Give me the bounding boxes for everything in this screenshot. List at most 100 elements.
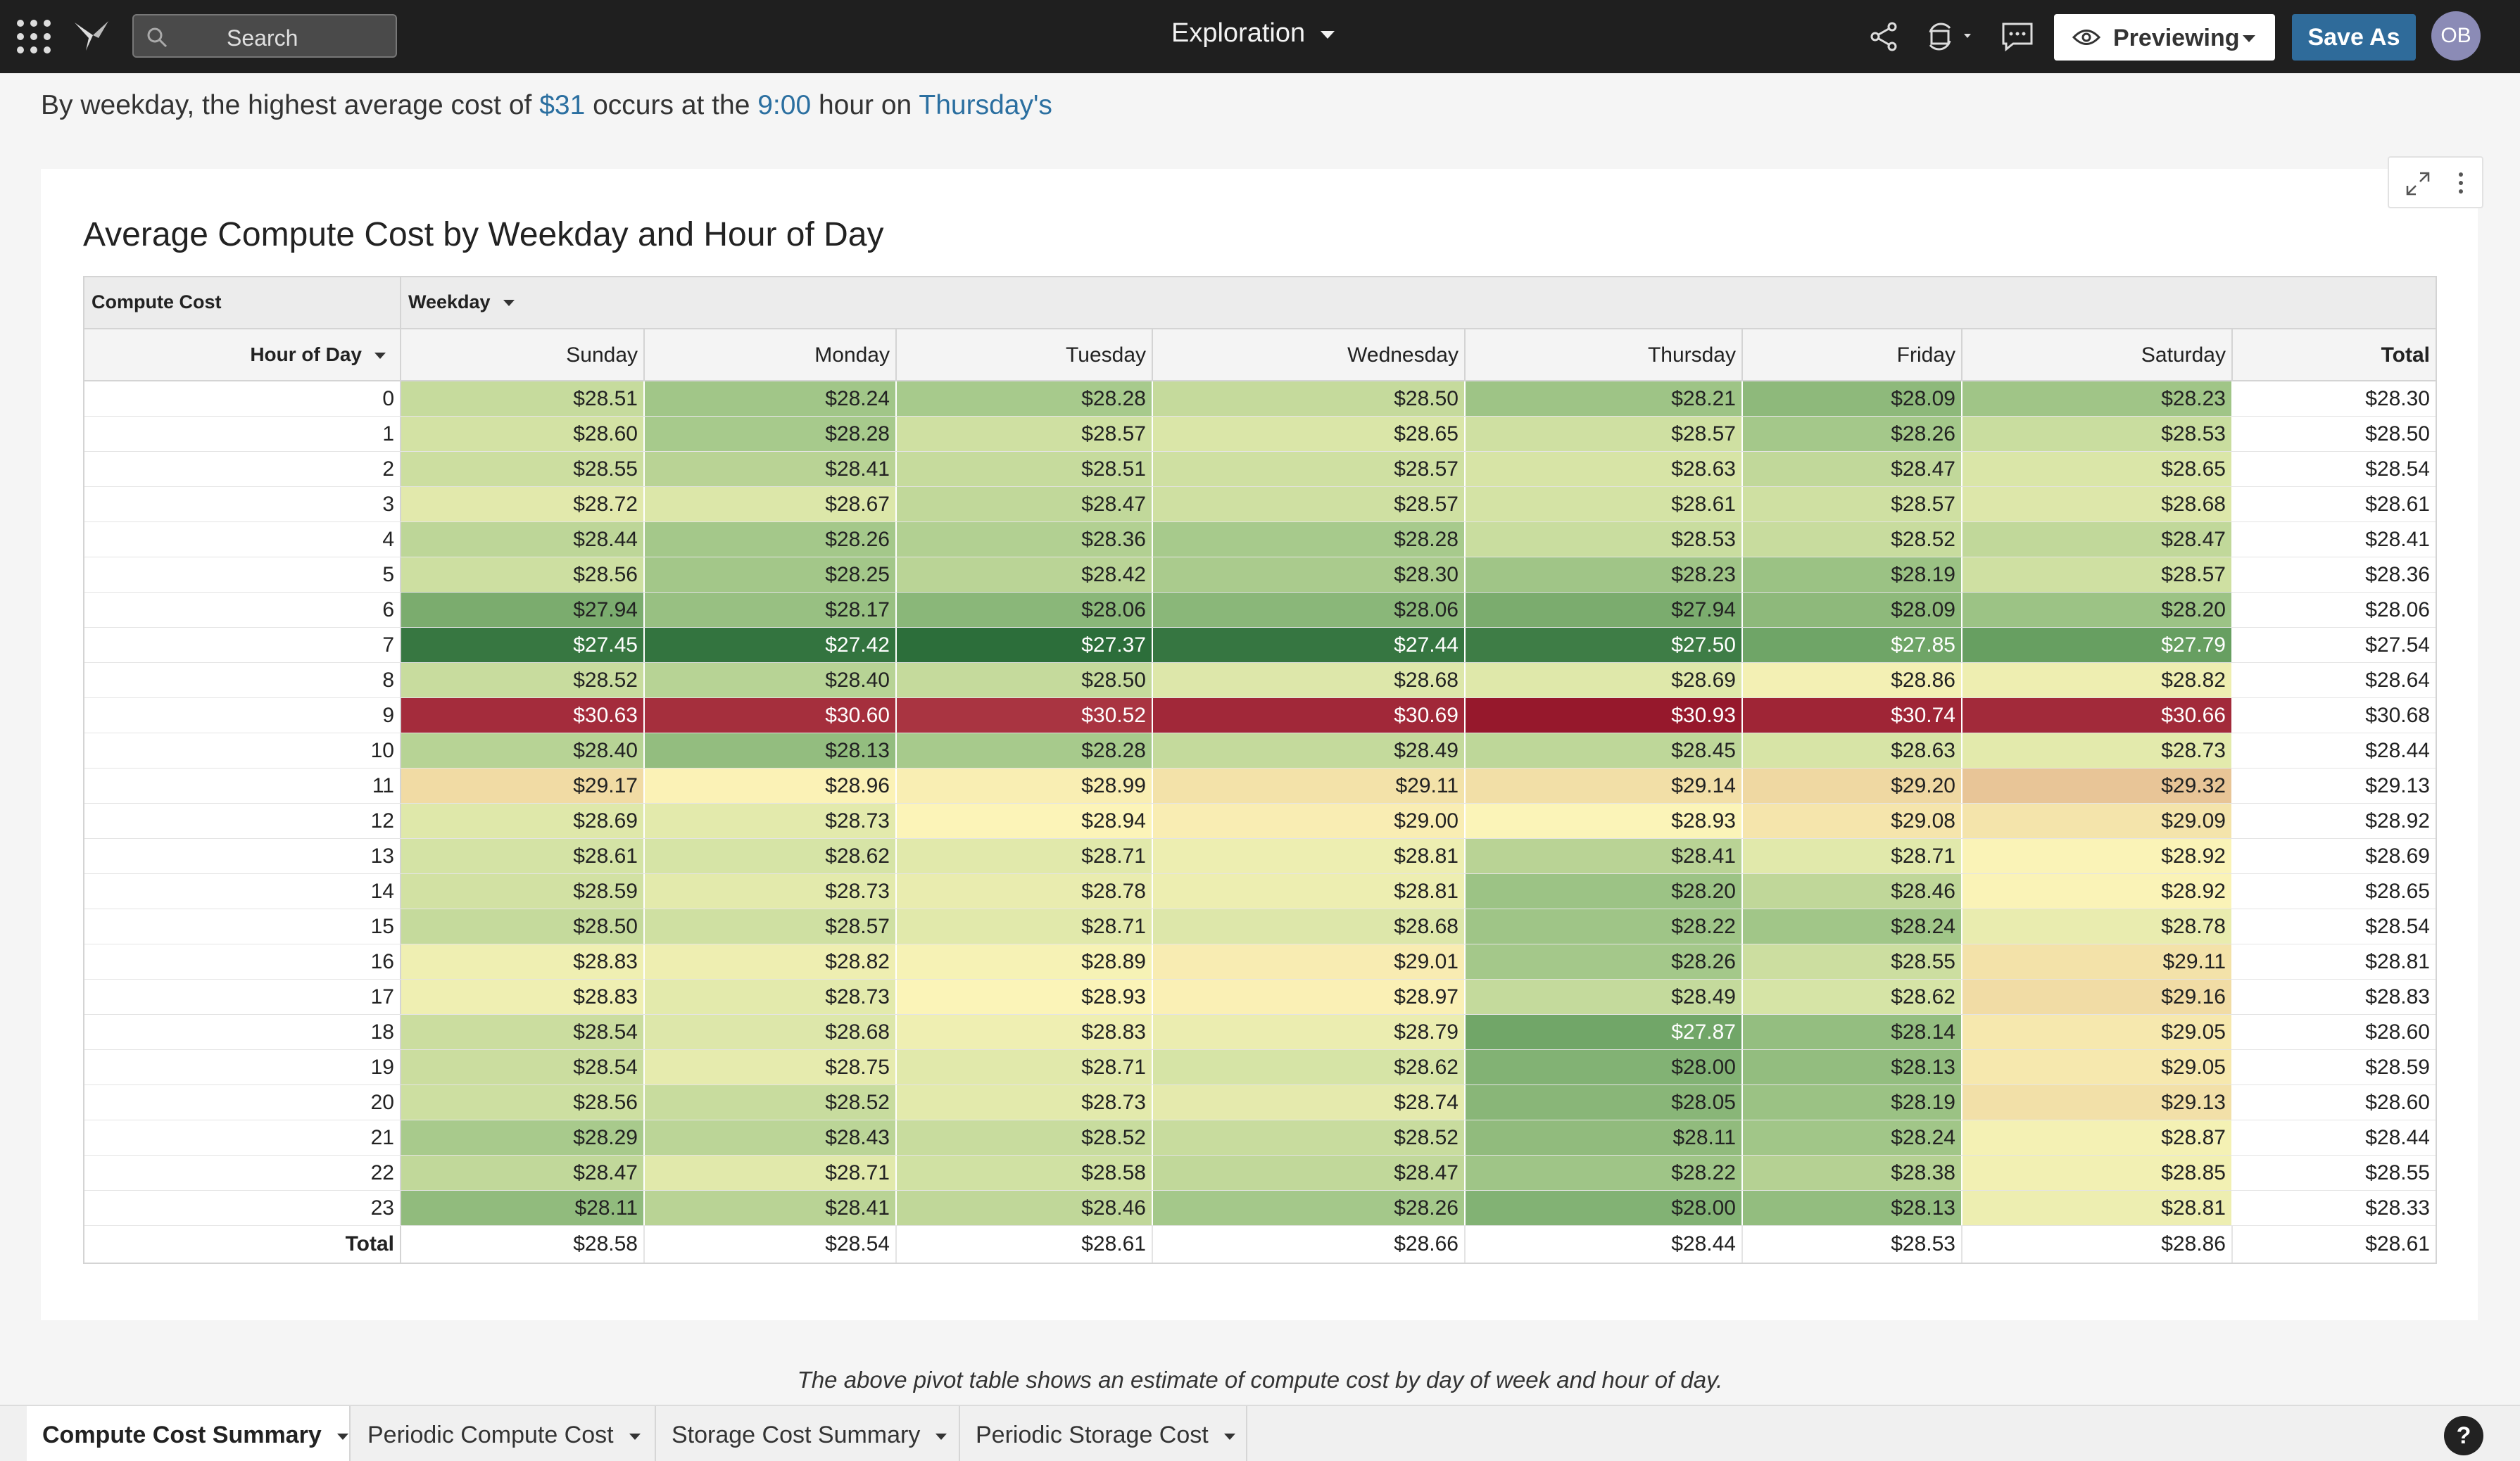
heatmap-cell[interactable]: $28.20: [1466, 874, 1743, 909]
heatmap-cell[interactable]: $27.45: [401, 628, 645, 662]
heatmap-cell[interactable]: $28.71: [897, 839, 1153, 873]
heatmap-cell[interactable]: $28.73: [1963, 733, 2233, 768]
heatmap-cell[interactable]: $28.68: [645, 1015, 897, 1049]
heatmap-cell[interactable]: $28.11: [401, 1191, 645, 1225]
heatmap-cell[interactable]: $28.73: [645, 874, 897, 909]
heatmap-cell[interactable]: $28.49: [1466, 980, 1743, 1014]
heatmap-cell[interactable]: $28.42: [897, 557, 1153, 592]
heatmap-cell[interactable]: $28.26: [645, 522, 897, 557]
heatmap-cell[interactable]: $28.69: [1466, 663, 1743, 697]
chevron-down-icon[interactable]: [336, 1433, 348, 1440]
heatmap-cell[interactable]: $28.47: [1153, 1156, 1466, 1190]
heatmap-cell[interactable]: $28.59: [401, 874, 645, 909]
heatmap-cell[interactable]: $28.25: [645, 557, 897, 592]
heatmap-cell[interactable]: $28.13: [645, 733, 897, 768]
heatmap-cell[interactable]: $28.47: [897, 487, 1153, 521]
heatmap-cell[interactable]: $28.68: [1963, 487, 2233, 521]
column-header[interactable]: Monday: [645, 329, 897, 380]
heatmap-cell[interactable]: $28.40: [645, 663, 897, 697]
heatmap-cell[interactable]: $29.11: [1153, 769, 1466, 803]
heatmap-cell[interactable]: $28.63: [1743, 733, 1963, 768]
heatmap-cell[interactable]: $27.44: [1153, 628, 1466, 662]
heatmap-cell[interactable]: $28.45: [1466, 733, 1743, 768]
chevron-down-icon[interactable]: [935, 1433, 947, 1440]
heatmap-cell[interactable]: $28.22: [1466, 1156, 1743, 1190]
heatmap-cell[interactable]: $27.87: [1466, 1015, 1743, 1049]
heatmap-cell[interactable]: $29.20: [1743, 769, 1963, 803]
heatmap-cell[interactable]: $28.87: [1963, 1120, 2233, 1155]
comment-icon[interactable]: [1999, 18, 2036, 55]
heatmap-cell[interactable]: $28.21: [1466, 381, 1743, 416]
heatmap-cell[interactable]: $29.05: [1963, 1015, 2233, 1049]
heatmap-cell[interactable]: $28.57: [897, 417, 1153, 451]
heatmap-cell[interactable]: $28.11: [1466, 1120, 1743, 1155]
heatmap-cell[interactable]: $28.56: [401, 557, 645, 592]
heatmap-cell[interactable]: $28.57: [1466, 417, 1743, 451]
heatmap-cell[interactable]: $28.57: [1153, 487, 1466, 521]
heatmap-cell[interactable]: $28.26: [1743, 417, 1963, 451]
heatmap-cell[interactable]: $28.51: [897, 452, 1153, 486]
heatmap-cell[interactable]: $28.28: [1153, 522, 1466, 557]
heatmap-cell[interactable]: $28.20: [1963, 593, 2233, 627]
heatmap-cell[interactable]: $28.19: [1743, 557, 1963, 592]
heatmap-cell[interactable]: $28.13: [1743, 1191, 1963, 1225]
heatmap-cell[interactable]: $28.60: [401, 417, 645, 451]
refresh-icon[interactable]: [1922, 18, 1978, 55]
heatmap-cell[interactable]: $28.22: [1466, 909, 1743, 944]
heatmap-cell[interactable]: $28.65: [1963, 452, 2233, 486]
heatmap-cell[interactable]: $28.94: [897, 804, 1153, 838]
tab-periodic-compute-cost[interactable]: Periodic Compute Cost: [352, 1406, 656, 1461]
heatmap-cell[interactable]: $27.94: [1466, 593, 1743, 627]
heatmap-cell[interactable]: $28.05: [1466, 1085, 1743, 1120]
heatmap-cell[interactable]: $28.67: [645, 487, 897, 521]
heatmap-cell[interactable]: $28.28: [897, 381, 1153, 416]
heatmap-cell[interactable]: $29.08: [1743, 804, 1963, 838]
more-options-icon[interactable]: [2454, 169, 2468, 197]
heatmap-cell[interactable]: $29.13: [1963, 1085, 2233, 1120]
heatmap-cell[interactable]: $28.26: [1153, 1191, 1466, 1225]
heatmap-cell[interactable]: $28.40: [401, 733, 645, 768]
save-as-button[interactable]: Save As: [2292, 14, 2416, 61]
heatmap-cell[interactable]: $28.49: [1153, 733, 1466, 768]
heatmap-cell[interactable]: $28.81: [1153, 839, 1466, 873]
heatmap-cell[interactable]: $27.50: [1466, 628, 1743, 662]
tab-periodic-storage-cost[interactable]: Periodic Storage Cost: [960, 1406, 1247, 1461]
heatmap-cell[interactable]: $28.50: [1153, 381, 1466, 416]
chevron-down-icon[interactable]: [1321, 31, 1335, 39]
avatar[interactable]: OB: [2431, 11, 2481, 61]
heatmap-cell[interactable]: $28.43: [645, 1120, 897, 1155]
row-field-header[interactable]: Hour of Day: [84, 329, 401, 380]
heatmap-cell[interactable]: $29.32: [1963, 769, 2233, 803]
heatmap-cell[interactable]: $27.79: [1963, 628, 2233, 662]
heatmap-cell[interactable]: $28.85: [1963, 1156, 2233, 1190]
heatmap-cell[interactable]: $28.65: [1153, 417, 1466, 451]
column-header-total[interactable]: Total: [2381, 343, 2430, 367]
heatmap-cell[interactable]: $28.56: [401, 1085, 645, 1120]
heatmap-cell[interactable]: $29.09: [1963, 804, 2233, 838]
document-title[interactable]: Exploration: [1171, 18, 1306, 48]
heatmap-cell[interactable]: $30.52: [897, 698, 1153, 733]
tab-storage-cost-summary[interactable]: Storage Cost Summary: [656, 1406, 960, 1461]
heatmap-cell[interactable]: $28.92: [1963, 874, 2233, 909]
heatmap-cell[interactable]: $28.14: [1743, 1015, 1963, 1049]
column-header[interactable]: Sunday: [401, 329, 645, 380]
heatmap-cell[interactable]: $28.68: [1153, 663, 1466, 697]
heatmap-cell[interactable]: $28.47: [1963, 522, 2233, 557]
heatmap-cell[interactable]: $28.09: [1743, 381, 1963, 416]
heatmap-cell[interactable]: $28.73: [645, 804, 897, 838]
heatmap-cell[interactable]: $28.24: [645, 381, 897, 416]
heatmap-cell[interactable]: $28.86: [1743, 663, 1963, 697]
chevron-down-icon[interactable]: [629, 1433, 641, 1440]
heatmap-cell[interactable]: $28.36: [897, 522, 1153, 557]
tab-compute-cost-summary[interactable]: Compute Cost Summary: [27, 1406, 351, 1461]
heatmap-cell[interactable]: $28.57: [645, 909, 897, 944]
column-header[interactable]: Thursday: [1466, 329, 1743, 380]
heatmap-cell[interactable]: $28.52: [1743, 522, 1963, 557]
heatmap-cell[interactable]: $28.73: [645, 980, 897, 1014]
heatmap-cell[interactable]: $30.63: [401, 698, 645, 733]
heatmap-cell[interactable]: $28.89: [897, 944, 1153, 979]
heatmap-cell[interactable]: $28.19: [1743, 1085, 1963, 1120]
heatmap-cell[interactable]: $28.53: [1466, 522, 1743, 557]
heatmap-cell[interactable]: $28.26: [1466, 944, 1743, 979]
heatmap-cell[interactable]: $28.99: [897, 769, 1153, 803]
